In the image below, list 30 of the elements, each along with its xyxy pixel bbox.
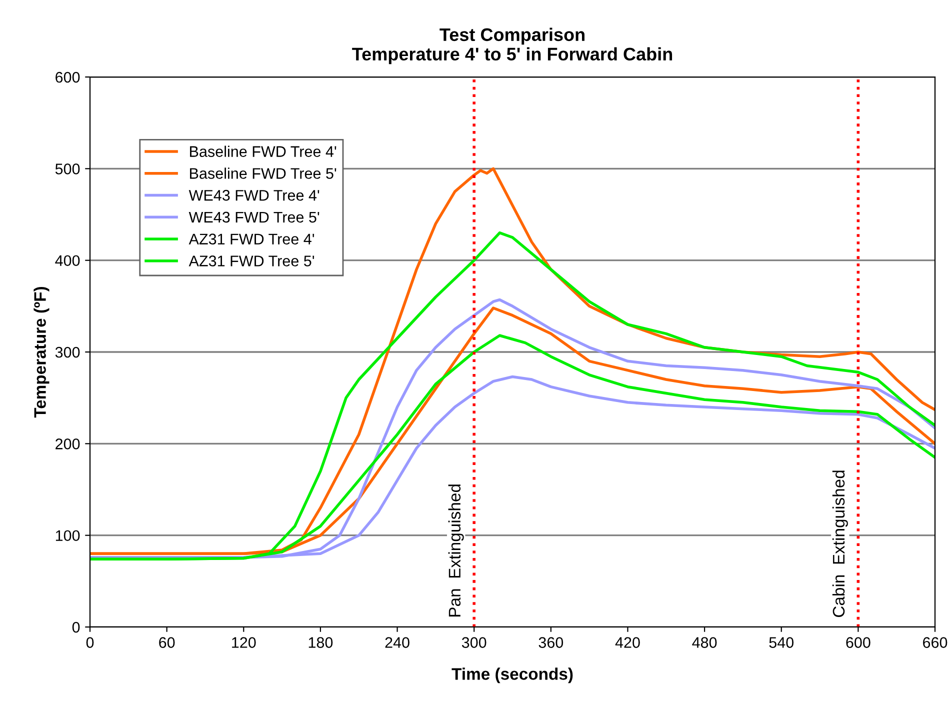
- x-tick-label: 60: [159, 637, 175, 648]
- y-tick-label: 0: [72, 622, 80, 633]
- x-tick-label: 240: [385, 637, 410, 648]
- y-tick-label: 500: [55, 164, 80, 174]
- x-tick-label: 600: [846, 637, 870, 648]
- legend-label: Baseline FWD Tree 5': [190, 168, 336, 179]
- x-tick-label: 360: [538, 637, 564, 648]
- x-tick-label: 660: [923, 637, 948, 648]
- ref-line-label: Cabin Extinguished: [832, 470, 848, 617]
- legend-label: WE43 FWD Tree 4': [188, 190, 320, 201]
- y-axis-title: Temperature (ºF): [34, 286, 50, 418]
- x-tick-label: 540: [769, 637, 794, 648]
- y-tick-label: 400: [55, 255, 80, 266]
- y-tick-label: 200: [56, 438, 80, 450]
- x-axis-title: Time (seconds): [452, 668, 573, 684]
- x-tick-label: 300: [462, 637, 486, 648]
- x-tick-label: 180: [308, 637, 333, 648]
- x-tick-label: 120: [232, 637, 256, 648]
- legend-label: WE43 FWD Tree 5': [188, 212, 320, 223]
- y-tick-label: 100: [56, 530, 80, 542]
- legend-label: AZ31 FWD Tree 4': [188, 234, 314, 244]
- x-tick-label: 480: [692, 637, 717, 648]
- y-tick-label: 600: [56, 72, 80, 83]
- y-tick-label: 300: [55, 346, 80, 358]
- legend-label: AZ31 FWD Tree 5': [188, 256, 314, 266]
- x-tick-label: 420: [615, 637, 640, 648]
- chart-title: Test Comparison Temperature 4' to 5' in Forward Cabin: [352, 28, 672, 64]
- ref-line-label: Pan Extinguished: [448, 484, 464, 616]
- legend-label: Baseline FWD Tree 4': [190, 146, 336, 157]
- x-tick-label: 0: [86, 637, 94, 648]
